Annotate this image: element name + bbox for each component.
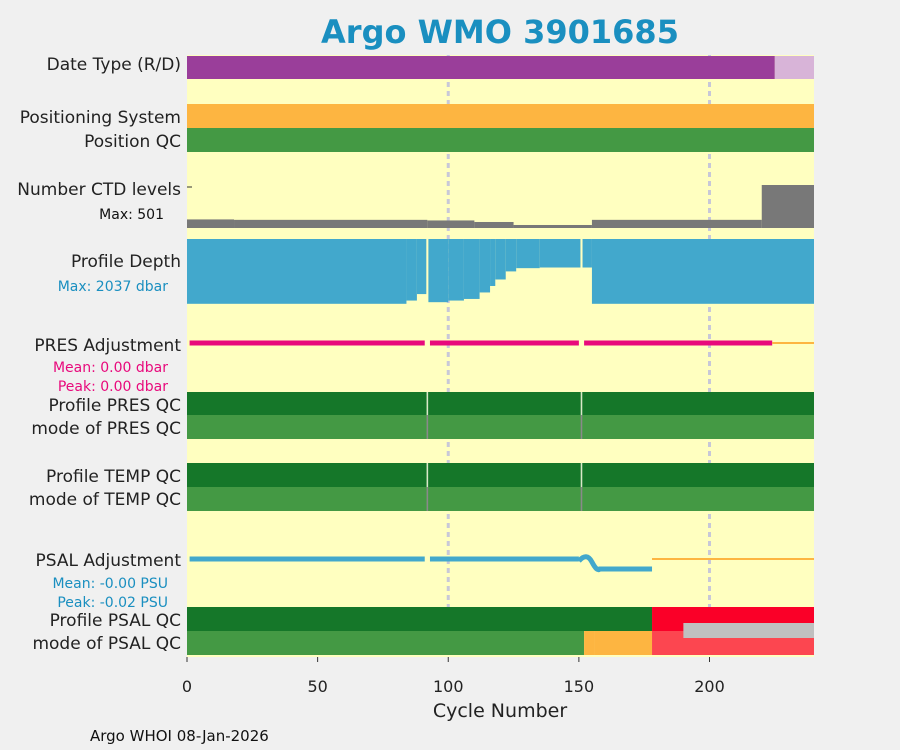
qc-separator — [580, 415, 583, 439]
date-type-segment — [187, 56, 775, 79]
mode-psal-qc-segment — [584, 631, 595, 655]
ctd-levels-bar — [591, 219, 762, 228]
label-profile-psal-qc: Profile PSAL QC — [50, 611, 181, 631]
label-pres-adjustment: PRES Adjustment — [34, 336, 181, 356]
ctd-levels-bar — [234, 219, 428, 228]
position-qc-segment — [187, 128, 814, 152]
x-tick-label: 150 — [564, 677, 595, 696]
profile-depth-bar — [516, 239, 540, 269]
profile-depth-bar — [479, 239, 491, 293]
ctd-max-label: Max: 501 — [99, 207, 164, 223]
chart-title: Argo WMO 3901685 — [321, 13, 679, 51]
profile-depth-gap — [426, 239, 429, 305]
label-mode-temp-qc: mode of TEMP QC — [29, 490, 181, 510]
profile-depth-bar — [406, 239, 417, 301]
date-type-segment — [774, 56, 814, 79]
profile-depth-bar — [505, 239, 517, 272]
qc-separator — [580, 463, 583, 487]
profile-temp-qc-segment — [187, 463, 814, 487]
label-ctd-levels: Number CTD levels — [17, 180, 181, 200]
psal-adjustment-curve — [576, 554, 653, 573]
pres-peak-label: Peak: 0.00 dbar — [58, 379, 168, 395]
x-tick-label: 200 — [694, 677, 725, 696]
profile-depth-bar — [591, 239, 814, 304]
label-profile-pres-qc: Profile PRES QC — [48, 396, 181, 416]
footer-credit: Argo WHOI 08-Jan-2026 — [90, 727, 269, 745]
profile-depth-bar — [416, 239, 428, 295]
profile-depth-gap — [580, 239, 583, 305]
profile-pres-qc-segment — [187, 392, 814, 415]
ctd-levels-bar — [187, 219, 235, 228]
ctd-levels-bar — [761, 185, 814, 228]
x-tick-label: 0 — [182, 677, 192, 696]
qc-separator — [580, 487, 583, 511]
label-mode-pres-qc: mode of PRES QC — [31, 419, 181, 439]
profile-psal-qc-segment — [187, 607, 653, 631]
profile-depth-bar — [187, 239, 407, 304]
psal-mean-label: Mean: -0.00 PSU — [52, 576, 168, 592]
profile-depth-bar — [448, 239, 464, 301]
ctd-levels-bar — [513, 224, 592, 228]
mode-psal-qc-overlay — [683, 623, 814, 638]
depth-max-label: Max: 2037 dbar — [58, 279, 169, 295]
label-profile-depth: Profile Depth — [71, 252, 181, 272]
x-axis-label: Cycle Number — [433, 700, 567, 722]
label-mode-psal-qc: mode of PSAL QC — [32, 634, 181, 654]
mode-temp-qc-segment — [187, 487, 814, 511]
mode-psal-qc-segment — [187, 631, 585, 655]
x-tick-label: 100 — [433, 677, 464, 696]
qc-separator — [426, 463, 429, 487]
qc-separator — [580, 392, 583, 415]
label-profile-temp-qc: Profile TEMP QC — [46, 467, 181, 487]
mode-psal-qc-segment — [594, 631, 653, 655]
profile-depth-bar — [495, 239, 506, 280]
label-date-type: Date Type (R/D) — [47, 55, 181, 75]
label-position-qc: Position QC — [84, 132, 181, 152]
x-tick-label: 50 — [307, 677, 327, 696]
label-positioning-system: Positioning System — [20, 108, 181, 128]
positioning-system-segment — [187, 104, 814, 128]
chart-marks — [187, 56, 814, 655]
pres-mean-label: Mean: 0.00 dbar — [53, 360, 168, 376]
x-axis: 0 50 100 150 200 — [182, 657, 725, 696]
psal-peak-label: Peak: -0.02 PSU — [57, 595, 168, 611]
ctd-levels-bar — [427, 220, 475, 228]
qc-separator — [426, 415, 429, 439]
label-psal-adjustment: PSAL Adjustment — [36, 551, 182, 571]
qc-separator — [426, 392, 429, 415]
profile-depth-bar — [463, 239, 480, 299]
grid-lines — [446, 55, 711, 657]
profile-depth-bar — [427, 239, 449, 303]
profile-depth-bar — [539, 239, 592, 268]
profile-depth-bar — [490, 239, 496, 286]
qc-separator — [426, 487, 429, 511]
mode-pres-qc-segment — [187, 415, 814, 439]
ctd-levels-bar — [474, 221, 514, 228]
